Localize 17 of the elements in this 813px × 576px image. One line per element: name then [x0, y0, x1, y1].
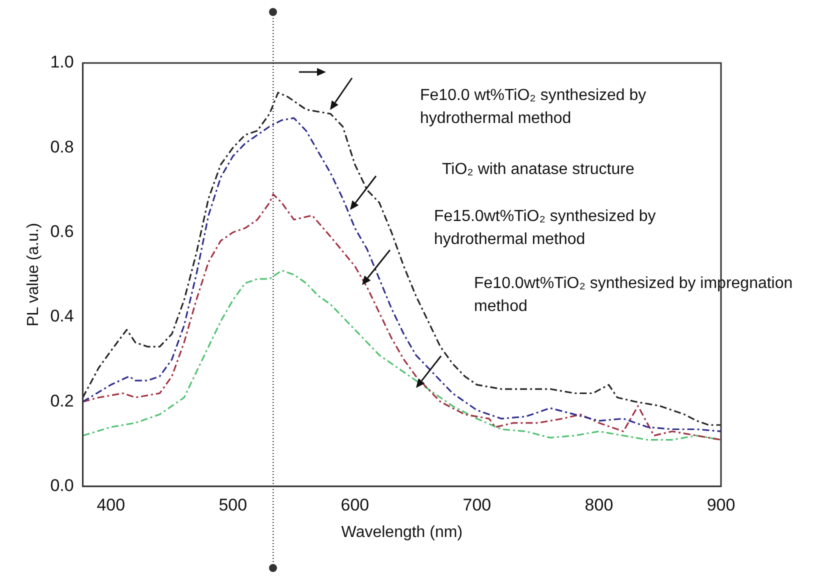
- x-axis-title: Wavelength (nm): [341, 524, 463, 541]
- annotation: TiO₂ with anatase structure: [441, 160, 636, 180]
- y-tick-label: 1.0: [50, 52, 74, 72]
- x-tick-label: 400: [96, 495, 126, 514]
- x-tick-label: 800: [584, 495, 614, 514]
- y-axis-title: PL value (a.u.): [25, 222, 42, 326]
- x-tick-label: 600: [340, 495, 370, 514]
- y-tick-label: 0.4: [50, 306, 74, 326]
- y-tick-label: 0.0: [50, 476, 74, 496]
- y-tick-label: 0.8: [50, 137, 74, 156]
- annotation: Fe15.0wt%TiO₂ synthesized by hydrothermal method: [433, 207, 657, 250]
- x-tick-label: 900: [706, 495, 736, 514]
- x-tick-label: 700: [462, 495, 492, 514]
- annotation: Fe10.0 wt%TiO₂ synthesized by hydrothermal method: [419, 86, 648, 129]
- y-tick-label: 0.6: [50, 222, 74, 242]
- x-tick-label: 500: [218, 495, 248, 514]
- y-tick-label: 0.2: [50, 391, 74, 410]
